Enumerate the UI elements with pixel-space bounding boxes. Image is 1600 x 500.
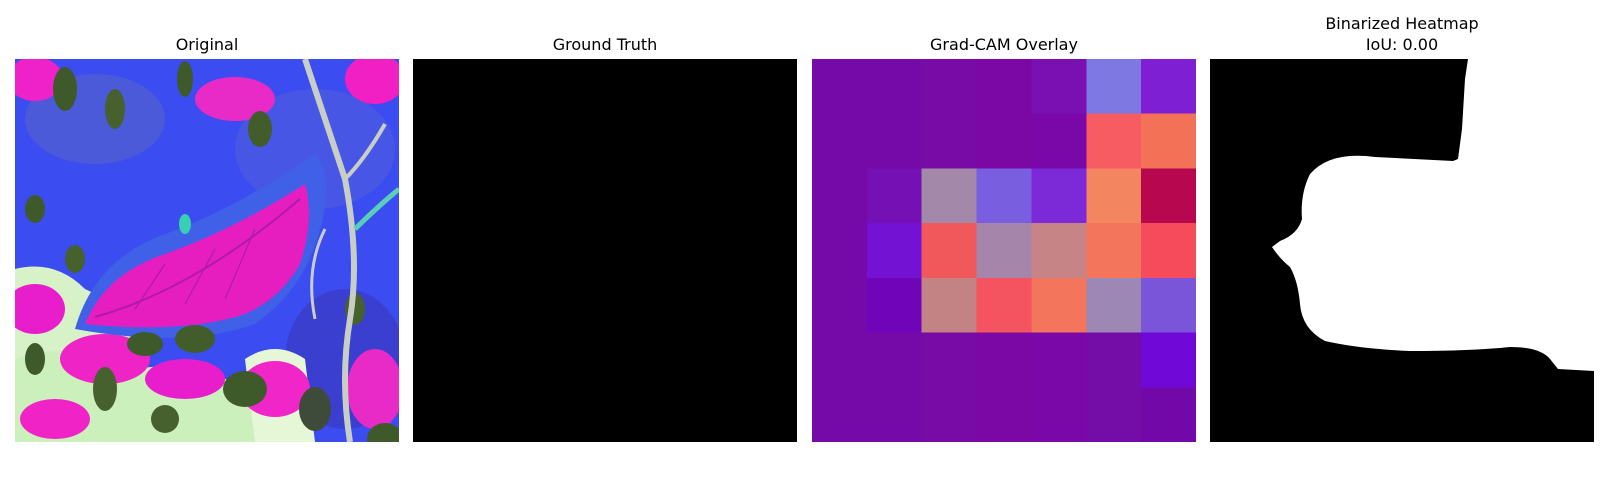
gradcam-cell xyxy=(1086,387,1142,442)
gradcam-cell xyxy=(1141,168,1196,224)
gradcam-cell xyxy=(1141,277,1196,334)
gradcam-cell xyxy=(921,168,978,224)
gradcam-cell xyxy=(1141,113,1196,169)
gradcam-cell xyxy=(921,59,978,115)
gradcam-cell xyxy=(812,387,868,442)
gradcam-cell xyxy=(866,168,923,224)
gradcam-cell xyxy=(1031,387,1087,442)
heatmap-region xyxy=(1210,59,1594,442)
gradcam-cell xyxy=(1031,332,1087,388)
gradcam-cell xyxy=(812,113,868,169)
gradcam-cell xyxy=(1141,59,1196,115)
panel-subtitle-iou: IoU: 0.00 xyxy=(1365,35,1439,54)
gradcam-cell xyxy=(866,277,923,334)
gradcam-cell xyxy=(1086,332,1142,388)
gradcam-cell xyxy=(1141,332,1196,388)
ground-truth-mask xyxy=(413,59,797,442)
gradcam-cell xyxy=(976,277,1032,334)
gradcam-cell xyxy=(976,168,1032,224)
gradcam-cell xyxy=(1086,59,1142,115)
gradcam-cell xyxy=(921,277,978,334)
gradcam-cell xyxy=(976,387,1032,442)
gradcam-cell xyxy=(812,223,868,279)
binarized-heatmap xyxy=(1210,59,1594,442)
gradcam-cell xyxy=(812,277,868,334)
gradcam-cell xyxy=(1031,223,1087,279)
gradcam-cell xyxy=(866,223,923,279)
gradcam-cell xyxy=(976,332,1032,388)
panel-title-ground-truth: Ground Truth xyxy=(552,35,658,54)
gradcam-cell xyxy=(1031,168,1087,224)
gradcam-cell xyxy=(1086,113,1142,169)
gradcam-cell xyxy=(921,332,978,388)
gradcam-cell xyxy=(1086,223,1142,279)
gradcam-cell xyxy=(976,223,1032,279)
gradcam-overlay xyxy=(812,59,1196,442)
gradcam-cell xyxy=(1086,168,1142,224)
gradcam-cell xyxy=(1031,277,1087,334)
gradcam-cell xyxy=(812,59,868,115)
gradcam-cell xyxy=(866,332,923,388)
gradcam-cell xyxy=(1141,223,1196,279)
gradcam-cell xyxy=(976,113,1032,169)
gradcam-cell xyxy=(976,59,1032,115)
panel-title-original: Original xyxy=(175,35,239,54)
gradcam-cell xyxy=(1031,59,1087,115)
original-image xyxy=(15,59,399,442)
gradcam-cell xyxy=(1141,387,1196,442)
gradcam-cell xyxy=(921,223,978,279)
gradcam-cell xyxy=(866,113,923,169)
gradcam-cell xyxy=(1031,113,1087,169)
panel-title-gradcam-overlay: Grad-CAM Overlay xyxy=(930,35,1078,54)
gradcam-cell xyxy=(1086,277,1142,334)
gradcam-cell xyxy=(812,332,868,388)
gradcam-cell xyxy=(921,113,978,169)
gradcam-cell xyxy=(812,168,868,224)
gradcam-cell xyxy=(866,387,923,442)
gradcam-cell xyxy=(921,387,978,442)
panel-title-binarized-heatmap: Binarized Heatmap xyxy=(1325,14,1479,33)
gradcam-cell xyxy=(866,59,923,115)
